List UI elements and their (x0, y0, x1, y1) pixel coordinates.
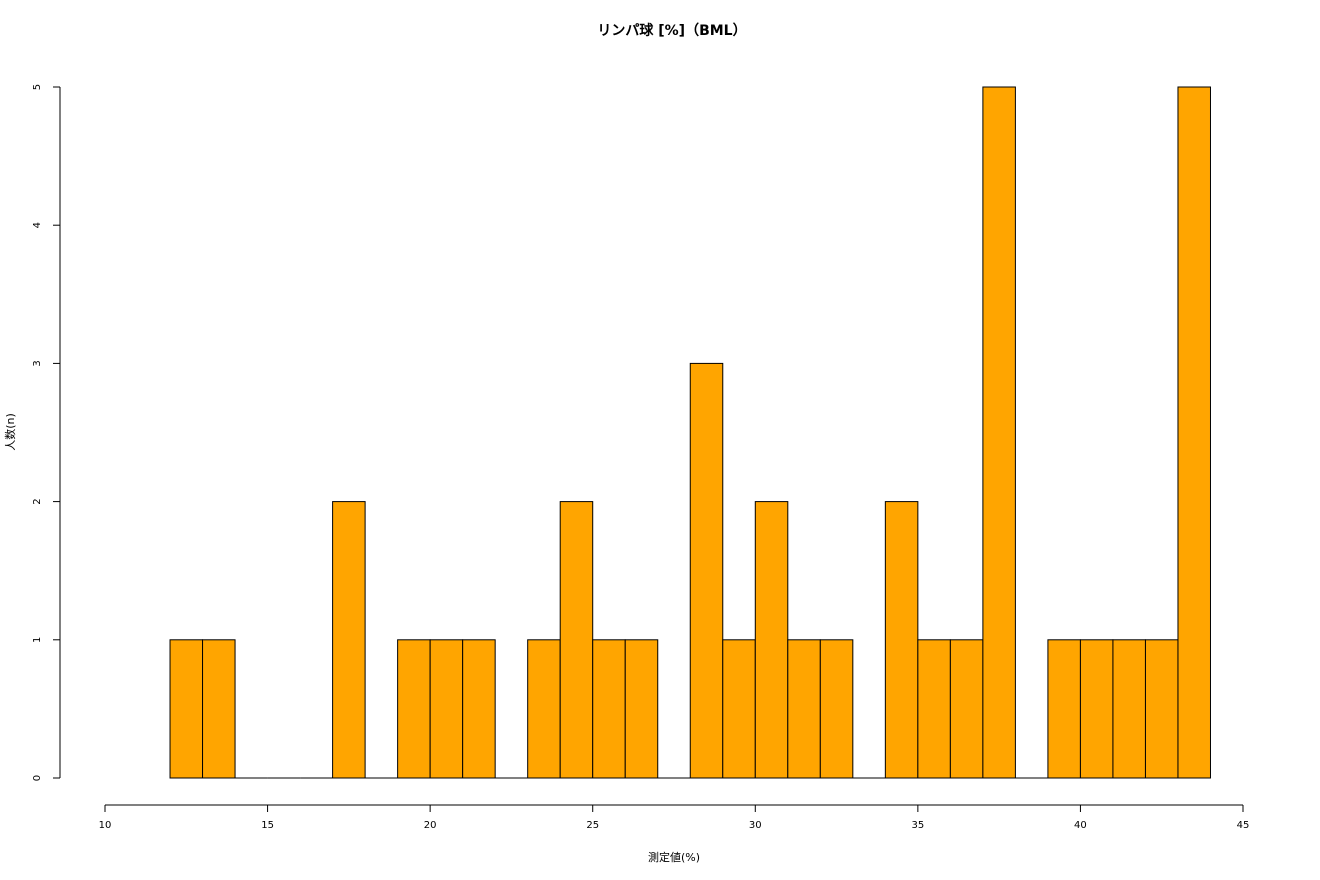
histogram-bar (1177, 86, 1211, 779)
x-tick-label: 40 (1074, 820, 1087, 831)
histogram-bar (982, 86, 1016, 779)
y-axis-label: 人数(n) (4, 413, 17, 451)
histogram-bar (819, 639, 854, 779)
histogram-bar (917, 639, 951, 779)
histogram-bar (884, 501, 919, 779)
histogram-bar (332, 501, 366, 779)
histogram-bar (949, 639, 984, 779)
x-tick-label: 35 (911, 820, 924, 831)
y-tick-label: 5 (32, 84, 43, 90)
histogram-bar (754, 501, 789, 779)
histogram-bar (1079, 639, 1114, 779)
y-tick-label: 0 (32, 775, 43, 781)
histogram-bar (462, 639, 496, 779)
x-tick-label: 10 (99, 820, 112, 831)
x-tick-label: 20 (424, 820, 437, 831)
x-tick-label: 30 (749, 820, 762, 831)
histogram-bar (169, 639, 204, 779)
histogram-bar (429, 639, 464, 779)
histogram-bar (722, 639, 756, 779)
y-tick-label: 1 (32, 637, 43, 643)
histogram-bar (689, 362, 724, 779)
histogram-bar (787, 639, 821, 779)
histogram-bar (527, 639, 561, 779)
y-axis: 0 1 2 3 4 5 (32, 84, 61, 781)
histogram-bar (592, 639, 626, 779)
x-axis: 10 15 20 25 30 35 40 45 (99, 804, 1250, 831)
histogram-bar (397, 639, 431, 779)
x-tick-label: 15 (261, 820, 274, 831)
y-tick-label: 3 (32, 360, 43, 366)
histogram-bar (1144, 639, 1179, 779)
chart-title: リンパ球 [%]（BML） (597, 22, 746, 39)
histogram-bar (624, 639, 659, 779)
histogram-bar (202, 639, 236, 779)
x-tick-label: 25 (586, 820, 599, 831)
histogram-bar (559, 501, 594, 779)
histogram-bar (1047, 639, 1081, 779)
y-tick-label: 4 (32, 222, 43, 228)
x-axis-label: 測定値(%) (648, 850, 700, 864)
y-tick-label: 2 (32, 498, 43, 504)
bars-group (169, 86, 1211, 779)
x-tick-label: 45 (1237, 820, 1250, 831)
histogram-bar (1112, 639, 1146, 779)
